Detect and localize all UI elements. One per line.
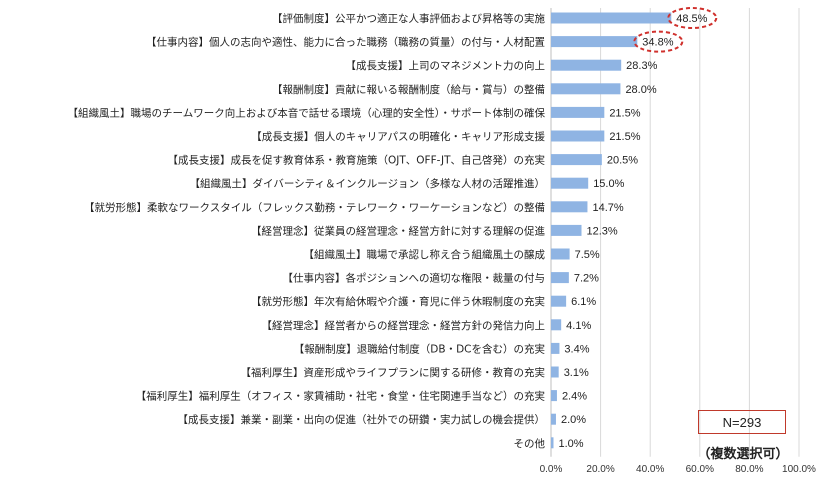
value-labels: 48.5%34.8% 28.3% 28.0% 21.5% 21.5% 20.5% 15.0%…	[558, 13, 707, 450]
bar	[551, 59, 622, 71]
value-label: 21.5%	[609, 107, 640, 119]
x-tick-label: 60.0%	[686, 464, 714, 475]
value-label: 28.3%	[626, 60, 657, 72]
bar	[551, 272, 569, 284]
value-label: 6.1%	[571, 296, 596, 308]
value-label: 1.0%	[558, 438, 583, 450]
category-label: 【経営理念】従業員の経営理念・経営方針に対する理解の促進	[251, 224, 545, 237]
category-label: 【仕事内容】各ポジションへの適切な権限・裁量の付与	[283, 272, 546, 285]
value-label: 15.0%	[593, 178, 624, 190]
value-label: 48.5%	[676, 13, 707, 25]
sample-size-box: N=293	[698, 410, 786, 434]
category-label: 【組織風土】職場のチームワーク向上および本音で話せる環境（心理的安全性）・サポー…	[68, 106, 546, 119]
value-label: 21.5%	[609, 131, 640, 143]
bar	[551, 295, 567, 307]
highlight-ellipse	[633, 30, 684, 53]
bar	[551, 319, 562, 331]
bar	[551, 248, 570, 260]
category-label: その他	[514, 437, 546, 450]
category-label: 【組織風土】職場で承認し称え合う組織風土の醸成	[304, 248, 546, 261]
x-tick-label: 20.0%	[586, 464, 614, 475]
category-label: 【経営理念】経営者からの経営理念・経営方針の発信力向上	[262, 319, 546, 332]
value-label: 12.3%	[587, 225, 618, 237]
bar	[551, 106, 605, 118]
category-label: 【就労形態】柔軟なワークスタイル（フレックス勤務・テレワーク・ワーケーションなど…	[84, 201, 545, 214]
bars	[551, 12, 672, 449]
bar	[551, 413, 556, 425]
value-label: 7.5%	[575, 249, 600, 261]
highlight-ellipses	[633, 7, 718, 53]
value-label: 14.7%	[592, 202, 623, 214]
value-label: 2.0%	[561, 414, 586, 426]
bar	[551, 224, 582, 236]
x-tick-label: 0.0%	[540, 464, 563, 475]
category-label: 【仕事内容】個人の志向や適性、能力に合った職務（職務の質量）の付与・人材配置	[146, 36, 545, 49]
bar	[551, 177, 589, 189]
value-label: 28.0%	[625, 84, 656, 96]
category-label: 【報酬制度】退職給付制度（DB・DCを含む）の充実	[294, 342, 546, 355]
category-label: 【成長支援】個人のキャリアパスの明確化・キャリア形成支援	[251, 130, 545, 143]
value-label: 3.4%	[564, 343, 589, 355]
x-tick-labels: 0.0% 20.0% 40.0% 60.0% 80.0% 100.0%	[540, 464, 816, 475]
value-label: 2.4%	[562, 391, 587, 403]
category-label: 【福利厚生】資産形成やライフプランに関する研修・教育の充実	[241, 366, 546, 379]
bar	[551, 36, 638, 48]
bar	[551, 83, 621, 95]
highlight-ellipse	[667, 7, 718, 29]
bar	[551, 154, 602, 166]
value-label: 20.5%	[607, 155, 638, 167]
multiple-choice-note: （複数選択可）	[697, 447, 789, 462]
category-label: 【福利厚生】福利厚生（オフィス・家賃補助・社宅・食堂・住宅関連手当など）の充実	[136, 390, 546, 403]
value-label: 34.8%	[642, 37, 673, 49]
bar	[551, 390, 557, 402]
category-label: 【成長支援】兼業・副業・出向の促進（社外での研鑽・実力試しの機会提供）	[178, 413, 546, 426]
bar	[551, 342, 560, 354]
bar	[551, 201, 588, 213]
bar	[551, 437, 554, 449]
category-label: 【評価制度】公平かつ適正な人事評価および昇格等の実施	[272, 12, 545, 25]
bar	[551, 12, 672, 24]
category-label: 【組織風土】ダイバーシティ＆インクルージョン（多様な人材の活躍推進）	[190, 177, 545, 190]
bar	[551, 366, 559, 378]
value-label: 4.1%	[566, 320, 591, 332]
category-label: 【就労形態】年次有給休暇や介護・育児に伴う休暇制度の充実	[251, 295, 545, 308]
bar	[551, 130, 605, 142]
x-tick-label: 100.0%	[782, 464, 816, 475]
category-label: 【成長支援】上司のマネジメント力の向上	[346, 59, 546, 72]
value-label: 3.1%	[564, 367, 589, 379]
category-label: 【成長支援】成長を促す教育体系・教育施策（OJT、OFF-JT、自己啓発）の充実	[167, 154, 545, 167]
category-labels: 【評価制度】公平かつ適正な人事評価および昇格等の実施【仕事内容】個人の志向や適性…	[68, 12, 546, 450]
value-label: 7.2%	[574, 273, 599, 285]
x-tick-label: 40.0%	[636, 464, 664, 475]
category-label: 【報酬制度】貢献に報いる報酬制度（給与・賞与）の整備	[272, 83, 545, 96]
x-tick-label: 80.0%	[735, 464, 763, 475]
